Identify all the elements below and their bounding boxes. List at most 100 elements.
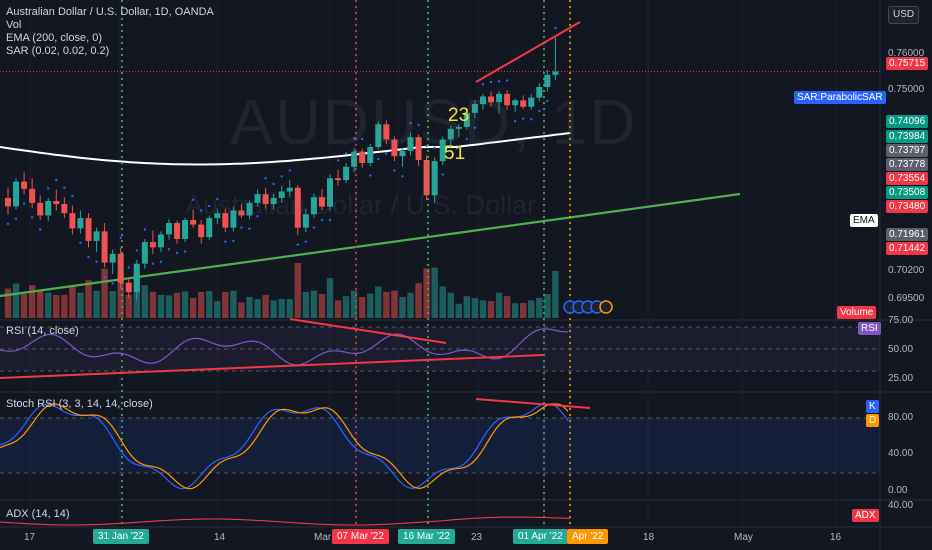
time-label: 18 [643,532,655,543]
candle-body [327,178,333,207]
price-tag: 0.74096 [886,115,929,128]
candle-body [359,151,366,163]
volume-bar [45,292,52,318]
sar-dot [280,175,283,178]
legend-ema[interactable]: EMA (200, close, 0) [6,32,102,44]
stoch-k-line [0,403,569,490]
sar-dot [71,194,74,198]
volume-bar [407,292,414,318]
stoch-tick: 40.00 [888,448,914,459]
volume-bar [447,292,454,318]
rsi-line [0,328,568,366]
sar-dot [47,187,50,190]
stoch-k-tag: K [866,400,879,413]
volume-bar [423,268,430,318]
stoch-rsi-title[interactable]: Stoch RSI (3, 3, 14, 14, close) [6,398,153,410]
volume-bar [479,300,487,318]
sar-dot [175,251,179,255]
sar-dot [167,248,171,251]
sar-dot [240,226,243,229]
symbol-title[interactable]: Australian Dollar / U.S. Dollar, 1D, OAN… [6,6,214,18]
sar-dot [256,215,259,218]
rsi-title[interactable]: RSI (14, close) [6,325,79,337]
candle-body [375,124,382,148]
adx-tag: ADX [852,509,879,522]
volume-bar [286,299,293,318]
volume-bar [125,294,132,318]
time-label: Mar [314,532,332,543]
candle-body [286,187,293,192]
date-marker[interactable]: 31 Jan '22 [93,529,149,544]
stoch-tick: 0.00 [888,485,908,496]
sar-dot [296,243,299,246]
price-tag: 0.73778 [886,158,929,171]
legend-sar[interactable]: SAR (0.02, 0.02, 0.2) [6,45,110,57]
volume-bar [4,288,12,318]
candle-body [13,181,20,207]
volume-bar [495,292,503,318]
rsi-tick: 25.00 [888,373,914,384]
candle-body [174,223,181,239]
sar-dot [457,145,460,148]
candle-body [182,220,189,239]
volume-bar [230,290,237,318]
sar-dot [449,156,452,160]
currency-button[interactable]: USD [888,6,920,24]
sar-dot [95,260,98,263]
sar-dot [63,186,66,189]
adx-title[interactable]: ADX (14, 14) [6,508,70,520]
adx-tick: 40.00 [888,500,914,511]
volume-bar [149,291,157,318]
ema-tag: EMA [850,214,878,227]
volume-bar [375,286,382,318]
price-tick: 0.69500 [888,293,925,304]
sar-dot [30,216,34,219]
date-marker[interactable]: 01 Apr '22 [513,529,568,544]
candle-body [504,93,511,106]
candle-body [45,201,52,216]
volume-bar [342,296,350,318]
volume-bar [262,294,269,318]
candle-body [367,147,374,163]
date-marker[interactable]: 07 Mar '22 [332,529,389,544]
candle-body [133,263,140,293]
sar-dot [191,198,195,202]
price-tag: 0.73480 [886,200,929,213]
candle-body [149,242,156,248]
candle-body [69,213,76,229]
sar-dot [425,144,428,148]
volume-bar [471,298,479,318]
date-marker[interactable]: 16 Mar '22 [398,529,455,544]
date-marker[interactable]: Apr '22 [567,529,609,544]
sar-dot [441,173,444,176]
sar-dot [6,222,10,225]
candle-body [93,231,100,241]
volume-bar [415,283,422,318]
sar-dot [103,275,106,279]
volume-bar [455,303,462,318]
price-tick: 0.75000 [888,84,925,95]
volume-bar [503,296,511,318]
sar-dot [79,241,82,244]
candle-body [270,197,277,205]
volume-bar [511,303,519,318]
sar-dot [465,137,469,141]
price-tag: 0.73508 [886,186,929,199]
adx-line [0,516,571,526]
sar-dot [127,266,130,269]
volume-bar [302,291,310,318]
candle-body [302,214,309,228]
legend-vol[interactable]: Vol [6,19,22,31]
volume-bar [101,268,108,318]
price-tick: 0.76000 [888,48,925,59]
volume-bar [61,294,68,318]
candle-body [415,137,422,160]
sar-dot [320,218,324,222]
candle-body [238,210,245,216]
candle-body [310,197,317,215]
sar-dot [264,177,267,180]
symbol-watermark: AUDUSD, 1D [230,86,638,158]
sar-dot [200,209,203,212]
volume-bar [141,285,149,318]
